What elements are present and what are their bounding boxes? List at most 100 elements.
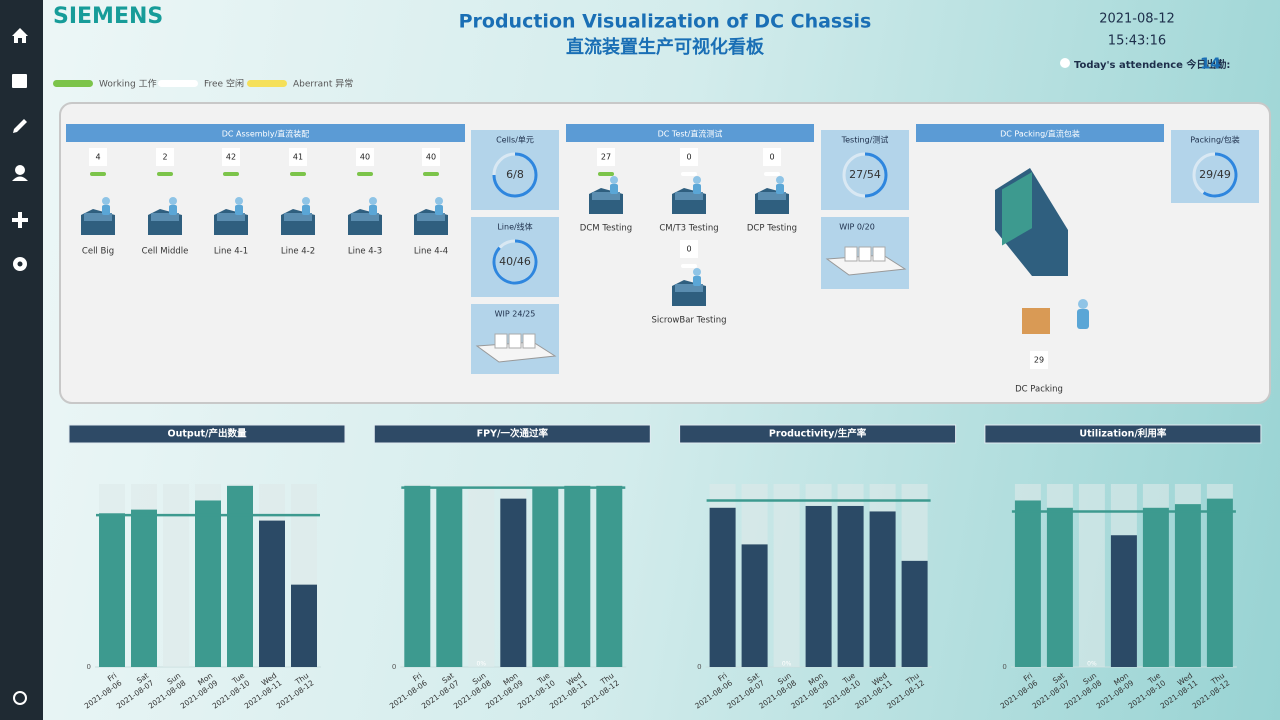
- power-icon[interactable]: [13, 691, 27, 705]
- station-name: SicrowBar Testing: [651, 316, 726, 326]
- operator-head: [102, 197, 110, 205]
- count-box: [680, 240, 698, 258]
- status-bar: [290, 172, 306, 176]
- bar: [1046, 507, 1073, 667]
- edit-icon[interactable]: [13, 119, 27, 133]
- wip-item: [844, 246, 858, 262]
- chart-title: Productivity/生产率: [769, 428, 867, 440]
- chart-header: [68, 424, 346, 444]
- status-bar: [157, 172, 173, 176]
- operator-body: [235, 205, 243, 215]
- station-name: Line 4-2: [281, 247, 315, 257]
- wip-title: WIP 0/20: [839, 223, 875, 232]
- status-bar: [90, 172, 106, 176]
- status-bar: [357, 172, 373, 176]
- date: 2021-08-12: [1099, 12, 1175, 27]
- legend-label: Working 工作: [99, 78, 157, 90]
- gauge-label: 29/49: [1199, 168, 1231, 181]
- attendance-icon: [1060, 58, 1070, 68]
- legend-swatch: [53, 80, 93, 87]
- operator-body: [435, 205, 443, 215]
- bar: [99, 513, 125, 667]
- section-header: [566, 124, 814, 142]
- chart-title: FPY/一次通过率: [477, 428, 549, 440]
- count-box: [356, 148, 374, 166]
- bar: [436, 487, 463, 667]
- wip-item: [872, 246, 886, 262]
- station-name: Line 4-4: [414, 247, 448, 257]
- attendance-label: Today's attendence 今日出勤:: [1074, 58, 1230, 71]
- chart-title: Utilization/利用率: [1079, 428, 1167, 440]
- operator-head: [369, 197, 377, 205]
- station-name: Line 4-1: [214, 247, 248, 257]
- bar: [901, 560, 928, 667]
- gauge-title: Packing/包装: [1190, 135, 1239, 145]
- operator-body: [610, 184, 618, 194]
- bar: [709, 507, 736, 667]
- operator-head: [169, 197, 177, 205]
- count-box: [597, 148, 615, 166]
- y-tick-label: 0: [87, 663, 91, 671]
- operator-head: [693, 268, 701, 276]
- logo: SIEMENS: [53, 4, 163, 29]
- operator-body: [169, 205, 177, 215]
- user-icon[interactable]: [12, 165, 28, 181]
- legend-swatch: [247, 80, 287, 87]
- time: 15:43:16: [1108, 34, 1166, 49]
- station-name: Cell Big: [82, 247, 114, 257]
- wip-item: [858, 246, 872, 262]
- status-bar: [681, 264, 697, 268]
- station-count: 42: [226, 153, 236, 162]
- count-box: [1030, 351, 1048, 369]
- x-tick-label: Fri: [106, 671, 118, 683]
- station-count: 40: [360, 153, 370, 162]
- legend-swatch: [158, 80, 198, 87]
- count-box: [156, 148, 174, 166]
- wip-item: [508, 333, 522, 349]
- station-count: 0: [686, 245, 691, 254]
- station-count: 0: [769, 153, 774, 162]
- bar: [564, 485, 591, 667]
- bar: [1110, 535, 1137, 667]
- station-icon-top: [284, 213, 312, 221]
- x-tick-label: Fri: [716, 671, 728, 683]
- x-tick-label: Fri: [1022, 671, 1034, 683]
- operator-head: [776, 176, 784, 184]
- value-label: 0%: [782, 661, 792, 668]
- station-icon-top: [758, 192, 786, 200]
- chart-header: [373, 424, 651, 444]
- calendar-icon[interactable]: [12, 74, 27, 88]
- station-count: 29: [1034, 356, 1044, 365]
- station-icon-top: [351, 213, 379, 221]
- gauge-arc: [492, 152, 538, 198]
- chart-title: Output/产出数量: [168, 428, 247, 440]
- home-icon[interactable]: [12, 28, 28, 43]
- bar-background: [163, 484, 189, 667]
- operator-body: [693, 276, 701, 286]
- operator-head: [435, 197, 443, 205]
- bar: [500, 498, 527, 667]
- bar: [131, 509, 157, 667]
- station-name: DCP Testing: [747, 224, 797, 234]
- bar: [1142, 507, 1169, 667]
- bar: [227, 485, 253, 667]
- station-icon-top: [217, 213, 245, 221]
- bar: [404, 485, 431, 667]
- count-box: [289, 148, 307, 166]
- gauge-arc: [864, 152, 888, 198]
- status-panel: [59, 102, 1271, 404]
- operator-head: [1078, 299, 1088, 309]
- status-bar: [681, 172, 697, 176]
- value-label: 0%: [477, 661, 487, 668]
- bar: [869, 511, 896, 667]
- add-icon[interactable]: [12, 212, 28, 228]
- station-icon-top: [84, 213, 112, 221]
- y-tick-label: 0: [392, 663, 396, 671]
- station-count: 4: [95, 153, 100, 162]
- wip-item: [494, 333, 508, 349]
- gauge-label: 6/8: [506, 168, 524, 181]
- bar-background: [468, 484, 495, 667]
- y-tick-label: 0: [697, 663, 701, 671]
- count-box: [680, 148, 698, 166]
